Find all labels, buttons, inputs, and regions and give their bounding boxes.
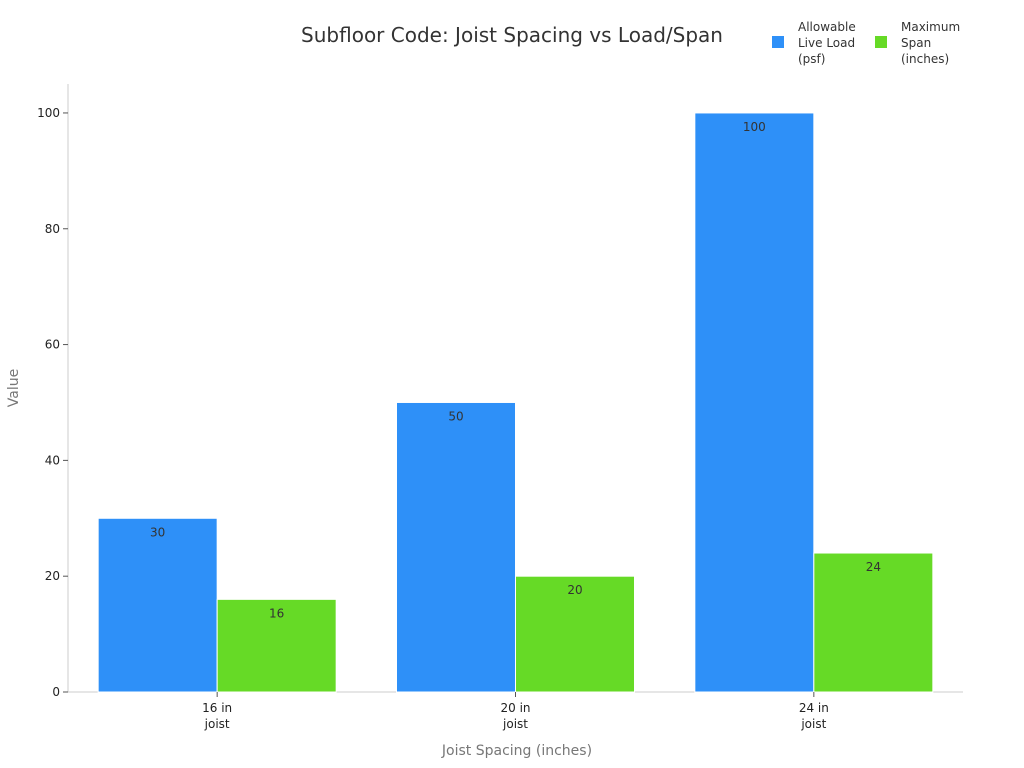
y-axis-label: Value: [6, 369, 22, 407]
legend-label-line: (psf): [798, 52, 825, 66]
y-axis-ticks: 0 20 40 60 80 100: [37, 106, 68, 699]
bar-live-load: [97, 517, 218, 693]
y-tick-label: 0: [52, 685, 60, 699]
legend-label-line: Span: [901, 36, 931, 50]
bar-max-span: [515, 575, 635, 693]
x-tick-label-line: 24 in: [799, 701, 829, 715]
legend-swatch: [875, 36, 887, 48]
bar-max-span: [813, 552, 934, 693]
y-tick-label: 20: [45, 569, 60, 583]
bar-value-label: 50: [448, 409, 463, 423]
bar-max-span: [216, 598, 337, 693]
x-tick-label: 16 in joist: [202, 701, 232, 731]
bar-value-label: 100: [743, 120, 766, 134]
x-tick-label-line: joist: [502, 717, 528, 731]
x-tick-label-line: 20 in: [500, 701, 530, 715]
legend-label-line: Allowable: [798, 20, 856, 34]
x-tick-label-line: 16 in: [202, 701, 232, 715]
x-tick-label-line: joist: [800, 717, 826, 731]
x-tick-label-line: joist: [204, 717, 230, 731]
y-tick-label: 40: [45, 453, 60, 467]
x-tick-label: 20 in joist: [500, 701, 530, 731]
x-tick-label: 24 in joist: [799, 701, 829, 731]
bar-value-label: 20: [567, 583, 582, 597]
legend: Allowable Live Load (psf) Maximum Span (inche…: [772, 20, 960, 66]
bar-labels: 30 16 50 20 100 24: [150, 120, 881, 620]
bar-value-label: 16: [269, 606, 284, 620]
legend-swatch: [772, 36, 784, 48]
legend-label-line: Maximum: [901, 20, 960, 34]
y-tick-label: 100: [37, 106, 60, 120]
legend-label: Maximum Span (inches): [901, 20, 960, 66]
legend-label-line: (inches): [901, 52, 949, 66]
x-axis-ticks: 16 in joist 20 in joist 24 in joist: [202, 692, 829, 731]
bar-live-load: [396, 401, 516, 693]
legend-label: Allowable Live Load (psf): [798, 20, 856, 66]
y-tick-label: 60: [45, 338, 60, 352]
legend-label-line: Live Load: [798, 36, 855, 50]
x-axis-label: Joist Spacing (inches): [441, 743, 592, 759]
y-tick-label: 80: [45, 222, 60, 236]
bar-value-label: 30: [150, 525, 165, 539]
chart-title: Subfloor Code: Joist Spacing vs Load/Spa…: [301, 23, 723, 47]
bar-live-load: [694, 112, 815, 693]
bar-value-label: 24: [866, 560, 881, 574]
bars: [97, 112, 934, 693]
